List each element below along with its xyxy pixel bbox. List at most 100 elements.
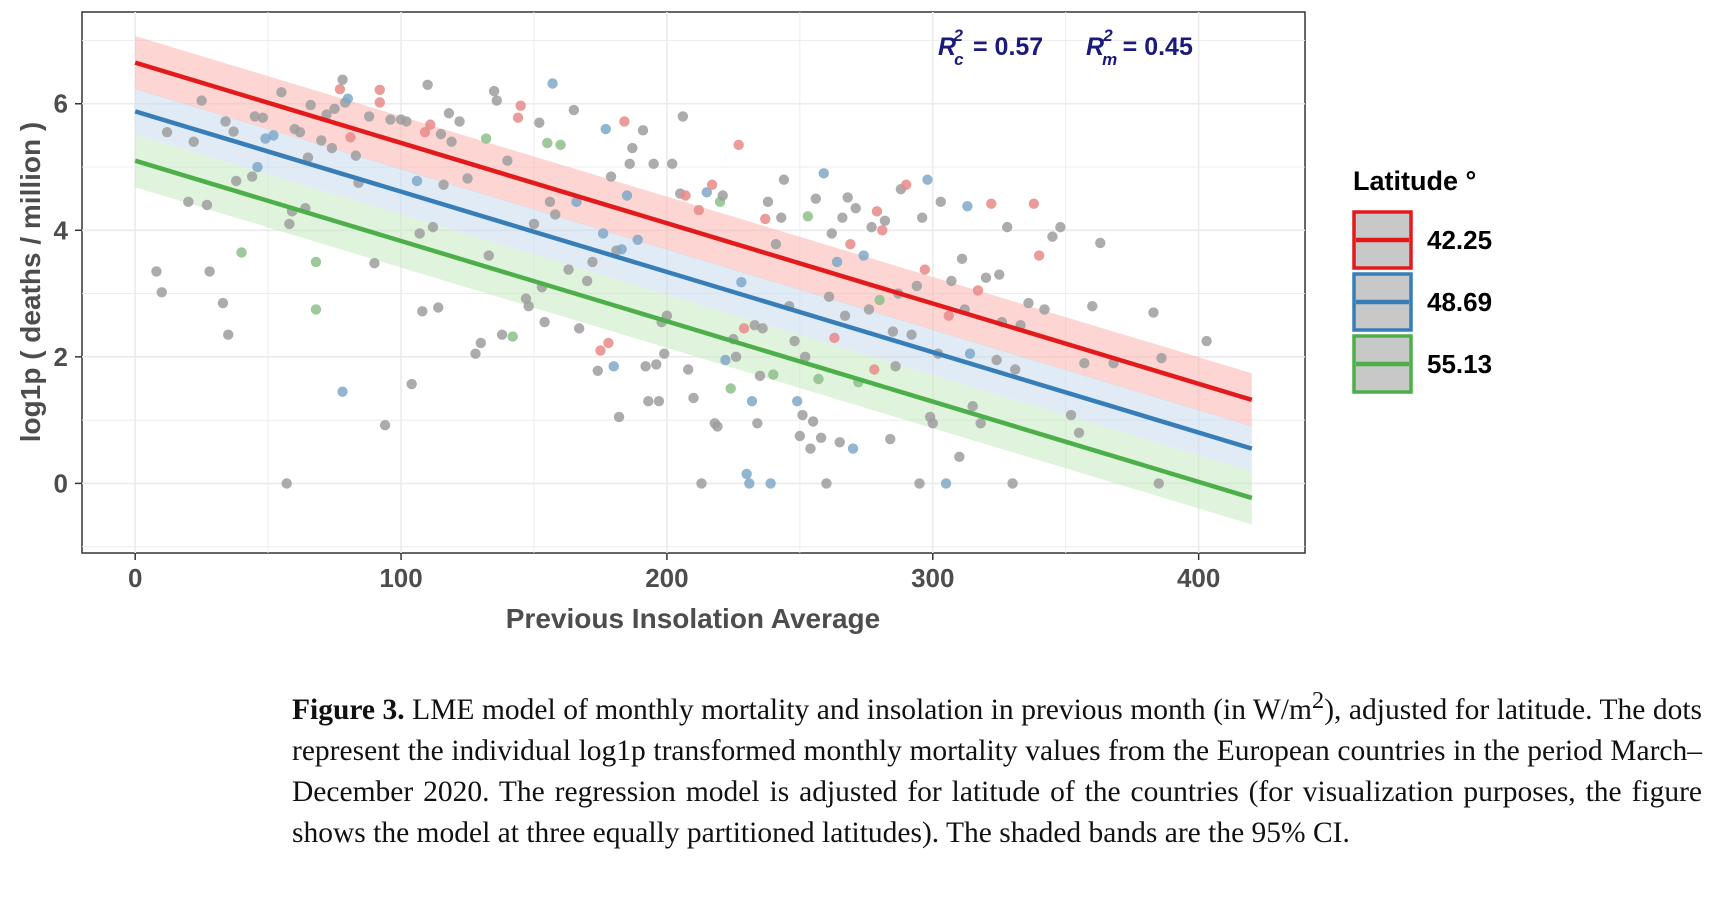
y-tick-label: 6 — [54, 89, 68, 119]
data-point — [502, 155, 513, 166]
data-point — [268, 130, 279, 141]
data-point — [810, 193, 821, 204]
data-point — [422, 79, 433, 90]
data-point — [967, 401, 978, 412]
data-point — [805, 443, 816, 454]
data-point — [648, 158, 659, 170]
rc-value: = 0.57 — [973, 33, 1043, 61]
data-point — [794, 430, 806, 442]
data-point — [294, 127, 306, 138]
data-point — [1095, 237, 1106, 249]
data-point — [220, 116, 231, 127]
data-point — [595, 345, 606, 356]
data-point — [887, 326, 899, 337]
data-point — [603, 337, 614, 349]
data-point — [228, 126, 239, 137]
caption-sup: 2 — [1311, 687, 1325, 714]
data-point — [1023, 297, 1034, 309]
data-point — [1055, 221, 1066, 233]
data-point — [818, 168, 829, 179]
legend-label-42.25: 42.25 — [1427, 225, 1492, 255]
data-point — [667, 158, 678, 170]
data-point — [725, 383, 736, 394]
data-point — [885, 433, 896, 445]
data-point — [807, 416, 819, 427]
data-point — [374, 84, 385, 96]
data-point — [1148, 307, 1159, 318]
data-point — [688, 392, 699, 404]
data-point — [544, 196, 556, 208]
data-point — [757, 323, 768, 334]
data-point — [760, 213, 771, 225]
data-point — [161, 127, 173, 138]
caption-label: Figure 3. — [292, 693, 405, 726]
data-point — [1156, 352, 1167, 364]
data-point — [1033, 250, 1045, 261]
data-point — [637, 125, 649, 136]
data-point — [563, 264, 574, 275]
data-point — [829, 332, 840, 344]
data-point — [201, 199, 213, 211]
regression-line-55.13 — [134, 158, 1253, 501]
y-tick-label: 4 — [54, 215, 69, 245]
data-point — [749, 320, 760, 331]
data-point — [435, 128, 447, 140]
data-point — [302, 152, 314, 163]
data-point — [900, 179, 912, 190]
data-point — [842, 192, 853, 203]
data-point — [706, 179, 718, 190]
data-point — [1201, 335, 1212, 347]
data-point — [720, 354, 731, 366]
data-point — [762, 196, 774, 208]
data-point — [600, 123, 611, 135]
data-point — [975, 418, 986, 429]
data-point — [741, 468, 752, 480]
data-point — [847, 443, 859, 454]
x-tick-label: 0 — [128, 563, 142, 593]
data-point — [778, 174, 790, 185]
data-point — [1028, 198, 1040, 209]
data-point — [223, 329, 234, 340]
data-point — [1007, 478, 1018, 489]
data-point — [316, 135, 327, 146]
data-point — [746, 395, 758, 407]
data-point — [632, 234, 643, 245]
figure-caption: Figure 3. LME model of monthly mortality… — [292, 680, 1702, 854]
data-point — [305, 99, 316, 111]
data-point — [624, 158, 635, 170]
data-point — [680, 190, 691, 201]
data-point — [789, 335, 800, 347]
data-point — [802, 211, 814, 222]
data-point — [539, 316, 550, 328]
data-point — [866, 221, 877, 233]
rm-sup: 2 — [1102, 26, 1113, 45]
data-points — [151, 74, 1212, 489]
data-point — [701, 187, 712, 198]
data-point — [608, 361, 619, 372]
data-point — [616, 244, 627, 255]
grid — [82, 12, 1305, 553]
data-point — [643, 395, 654, 407]
data-point — [188, 136, 199, 147]
x-axis-title: Previous Insolation Average — [506, 603, 881, 634]
data-point — [284, 218, 295, 230]
data-point — [425, 119, 436, 130]
legend: Latitude ° 42.25 48.69 55.13 — [1352, 166, 1492, 394]
data-point — [342, 93, 354, 104]
data-point — [156, 287, 167, 298]
regression-lines — [134, 60, 1253, 501]
data-point — [231, 175, 242, 187]
data-point — [935, 196, 946, 208]
data-point — [512, 112, 524, 123]
data-point — [677, 111, 689, 122]
data-point — [986, 198, 997, 209]
data-point — [744, 478, 755, 489]
data-point — [257, 112, 268, 123]
data-point — [850, 202, 861, 214]
data-point — [972, 285, 984, 296]
data-point — [281, 478, 292, 489]
data-point — [462, 173, 473, 184]
data-point — [754, 370, 766, 382]
data-point — [417, 306, 428, 317]
data-point — [956, 253, 968, 264]
